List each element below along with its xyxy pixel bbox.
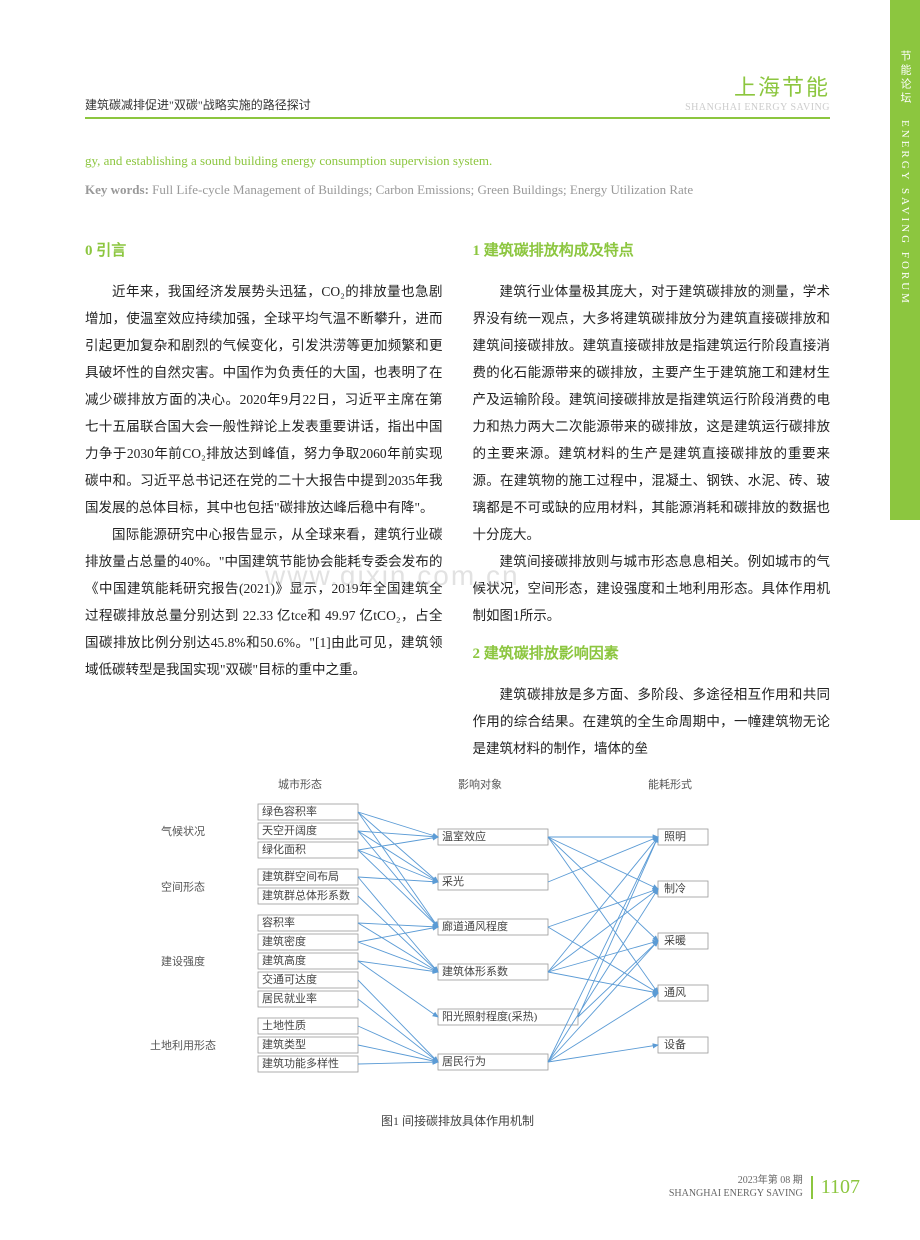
footer-publisher: SHANGHAI ENERGY SAVING	[669, 1187, 803, 1200]
svg-text:照明: 照明	[664, 830, 686, 843]
left-para-1: 近年来，我国经济发展势头迅猛，CO₂的排放量也急剧增加，使温室效应持续加强，全球…	[85, 278, 443, 521]
svg-text:建筑高度: 建筑高度	[262, 953, 306, 967]
abstract-continuation: gy, and establishing a sound building en…	[85, 149, 830, 172]
svg-text:交通可达度: 交通可达度	[262, 972, 317, 986]
article-title-running: 建筑碳减排促进"双碳"战略实施的路径探讨	[85, 96, 311, 113]
section-0-heading: 0 引言	[85, 236, 443, 266]
svg-text:建设强度: 建设强度	[161, 954, 205, 968]
svg-text:通风: 通风	[664, 986, 686, 999]
svg-text:容积率: 容积率	[262, 915, 295, 929]
svg-text:采暖: 采暖	[664, 934, 686, 947]
svg-text:气候状况: 气候状况	[161, 824, 205, 838]
keywords-text: Full Life-cycle Management of Buildings;…	[149, 182, 693, 197]
left-para-2: 国际能源研究中心报告显示，从全球来看，建筑行业碳排放量占总量的40%。"中国建筑…	[85, 521, 443, 683]
keywords-label: Key words:	[85, 182, 149, 197]
svg-text:影响对象: 影响对象	[458, 777, 502, 791]
svg-text:能耗形式: 能耗形式	[648, 777, 692, 791]
right-para-2: 建筑间接碳排放则与城市形态息息相关。例如城市的气候状况，空间形态，建设强度和土地…	[473, 548, 831, 629]
svg-text:土地性质: 土地性质	[262, 1018, 306, 1032]
section-1-heading: 1 建筑碳排放构成及特点	[473, 236, 831, 266]
svg-text:建筑类型: 建筑类型	[262, 1037, 306, 1051]
page-header: 建筑碳减排促进"双碳"战略实施的路径探讨 上海节能 SHANGHAI ENERG…	[85, 70, 830, 119]
right-para-3: 建筑碳排放是多方面、多阶段、多途径相互作用和共同作用的综合结果。在建筑的全生命周…	[473, 681, 831, 762]
svg-text:土地利用形态: 土地利用形态	[150, 1039, 216, 1052]
svg-text:天空开阔度: 天空开阔度	[262, 823, 317, 837]
svg-text:制冷: 制冷	[664, 882, 686, 895]
svg-text:绿色容积率: 绿色容积率	[262, 804, 317, 818]
journal-brand: 上海节能 SHANGHAI ENERGY SAVING	[685, 70, 830, 113]
journal-name-cn: 上海节能	[685, 70, 830, 102]
side-tab: 节能论坛 ENERGY SAVING FORUM	[890, 0, 920, 520]
body-columns: 0 引言 近年来，我国经济发展势头迅猛，CO₂的排放量也急剧增加，使温室效应持续…	[85, 232, 830, 762]
page-number: 1107	[811, 1176, 860, 1199]
journal-name-en: SHANGHAI ENERGY SAVING	[685, 102, 830, 113]
svg-text:绿化面积: 绿化面积	[262, 842, 306, 856]
svg-text:居民就业率: 居民就业率	[262, 991, 317, 1005]
footer-issue: 2023年第 08 期	[669, 1174, 803, 1187]
page-content: 建筑碳减排促进"双碳"战略实施的路径探讨 上海节能 SHANGHAI ENERG…	[0, 0, 890, 1169]
svg-text:阳光照射程度(采热): 阳光照射程度(采热)	[442, 1009, 538, 1023]
svg-text:温室效应: 温室效应	[442, 829, 486, 843]
svg-text:设备: 设备	[664, 1037, 686, 1051]
diagram-svg: 城市形态 影响对象 能耗形式绿色容积率天空开阔度绿化面积 气候状况建筑群空间布局建筑群…	[128, 774, 788, 1104]
svg-text:居民行为: 居民行为	[442, 1055, 486, 1068]
footer-issue-block: 2023年第 08 期 SHANGHAI ENERGY SAVING	[669, 1174, 803, 1200]
page-footer: 2023年第 08 期 SHANGHAI ENERGY SAVING 1107	[669, 1174, 860, 1200]
svg-text:采光: 采光	[442, 874, 464, 888]
svg-text:空间形态: 空间形态	[161, 879, 205, 893]
figure-1-caption: 图1 间接碳排放具体作用机制	[85, 1112, 830, 1129]
left-column: 0 引言 近年来，我国经济发展势头迅猛，CO₂的排放量也急剧增加，使温室效应持续…	[85, 232, 443, 762]
svg-text:建筑群总体形系数: 建筑群总体形系数	[262, 888, 350, 902]
svg-text:廊道通风程度: 廊道通风程度	[442, 919, 508, 933]
svg-text:建筑体形系数: 建筑体形系数	[442, 964, 508, 978]
svg-text:城市形态: 城市形态	[278, 777, 322, 791]
svg-text:建筑密度: 建筑密度	[262, 934, 306, 948]
keywords-line: Key words: Full Life-cycle Management of…	[85, 178, 830, 201]
svg-text:建筑群空间布局: 建筑群空间布局	[262, 869, 339, 883]
right-para-1: 建筑行业体量极其庞大，对于建筑碳排放的测量，学术界没有统一观点，大多将建筑碳排放…	[473, 278, 831, 548]
section-2-heading: 2 建筑碳排放影响因素	[473, 639, 831, 669]
figure-1: 城市形态 影响对象 能耗形式绿色容积率天空开阔度绿化面积 气候状况建筑群空间布局建筑群…	[85, 774, 830, 1129]
svg-text:建筑功能多样性: 建筑功能多样性	[262, 1056, 339, 1070]
right-column: 1 建筑碳排放构成及特点 建筑行业体量极其庞大，对于建筑碳排放的测量，学术界没有…	[473, 232, 831, 762]
